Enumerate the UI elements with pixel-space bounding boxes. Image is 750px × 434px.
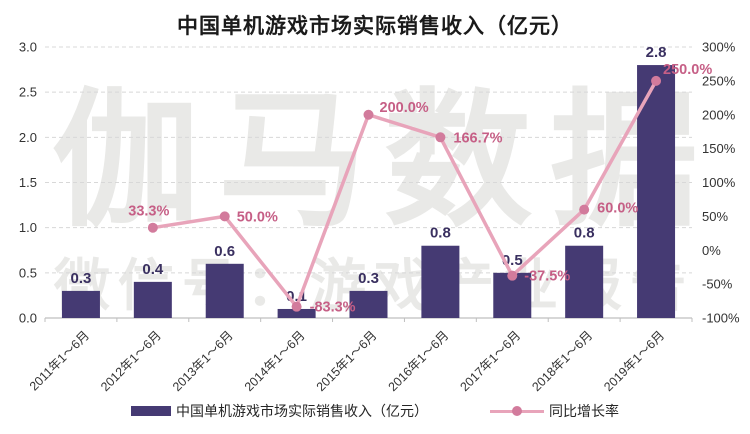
right-axis-tick: 250%: [702, 73, 736, 88]
bar: [61, 290, 100, 318]
right-axis-tick: 50%: [702, 209, 728, 224]
line-value-label: 33.3%: [128, 204, 169, 220]
bar: [205, 263, 244, 318]
legend-label-revenue: 中国单机游戏市场实际销售收入（亿元）: [176, 403, 428, 419]
right-axis-tick: 300%: [702, 40, 736, 55]
line-marker: [147, 222, 158, 233]
x-axis-label: 2012年1～6月: [98, 328, 164, 394]
bar-value-label: 0.3: [358, 270, 379, 287]
bar-value-label: 0.4: [142, 261, 164, 278]
x-axis-label: 2011年1～6月: [27, 328, 92, 393]
bar-value-label: 0.8: [574, 225, 595, 242]
bar: [277, 308, 316, 318]
x-axis-label: 2013年1～6月: [170, 328, 236, 394]
bar: [349, 290, 388, 318]
right-axis-tick: 150%: [702, 141, 736, 156]
right-axis-tick: 100%: [702, 175, 736, 190]
growth-line: [151, 79, 658, 309]
line-marker: [435, 132, 446, 143]
right-axis-tick: -50%: [702, 277, 733, 292]
right-axis-tick: 200%: [702, 107, 736, 122]
line-value-label: -83.3%: [310, 300, 356, 316]
legend: 中国单机游戏市场实际销售收入（亿元） 同比增长率: [0, 401, 750, 421]
left-axis-tick: 1.0: [19, 220, 37, 235]
legend-label-growth: 同比增长率: [549, 403, 619, 419]
line-value-label: 200.0%: [380, 100, 429, 116]
x-axis-label: 2015年1～6月: [314, 328, 380, 394]
bar: [565, 245, 604, 318]
bar: [637, 65, 676, 318]
line-value-label: 250.0%: [663, 62, 712, 78]
left-axis-tick: 2.0: [19, 130, 37, 145]
line-marker: [363, 109, 374, 120]
watermark-text: 伽马数据: [52, 79, 716, 244]
left-axis-tick: 3.0: [19, 40, 37, 55]
line-marker: [291, 301, 302, 312]
bar-value-label: 0.8: [430, 225, 451, 242]
bar-value-label: 0.3: [71, 270, 92, 287]
legend-item-revenue: 中国单机游戏市场实际销售收入（亿元）: [131, 401, 428, 421]
x-axis-label: 2018年1～6月: [529, 328, 595, 394]
bar-value-label: 0.6: [214, 243, 235, 260]
x-axis-label: 2016年1～6月: [386, 328, 452, 394]
x-axis-label: 2017年1～6月: [457, 328, 523, 394]
line-swatch-icon: [490, 406, 544, 416]
right-axis-tick: -100%: [702, 311, 740, 326]
left-axis-tick: 1.5: [19, 175, 37, 190]
bar: [421, 245, 460, 318]
line-marker: [507, 270, 518, 281]
bar-swatch-icon: [131, 406, 171, 416]
line-marker-icon: [512, 406, 522, 416]
left-axis-tick: 0.0: [19, 311, 37, 326]
line-value-label: 50.0%: [237, 209, 278, 225]
left-axis-tick: 2.5: [19, 85, 37, 100]
x-axis-label: 2019年1～6月: [601, 328, 667, 394]
line-value-label: -37.5%: [524, 269, 570, 285]
chart-title: 中国单机游戏市场实际销售收入（亿元）: [177, 15, 573, 38]
line-marker: [219, 211, 230, 222]
bar: [133, 281, 172, 318]
line-marker: [651, 75, 662, 86]
x-axis-label: 2014年1～6月: [242, 328, 308, 394]
line-marker: [579, 204, 590, 215]
left-axis-tick: 0.5: [19, 265, 37, 280]
line-value-label: 166.7%: [453, 130, 502, 146]
line-value-label: 60.0%: [597, 201, 638, 217]
bar-value-label: 2.8: [646, 44, 667, 61]
right-axis-tick: 0%: [702, 243, 721, 258]
legend-item-growth: 同比增长率: [490, 401, 619, 421]
